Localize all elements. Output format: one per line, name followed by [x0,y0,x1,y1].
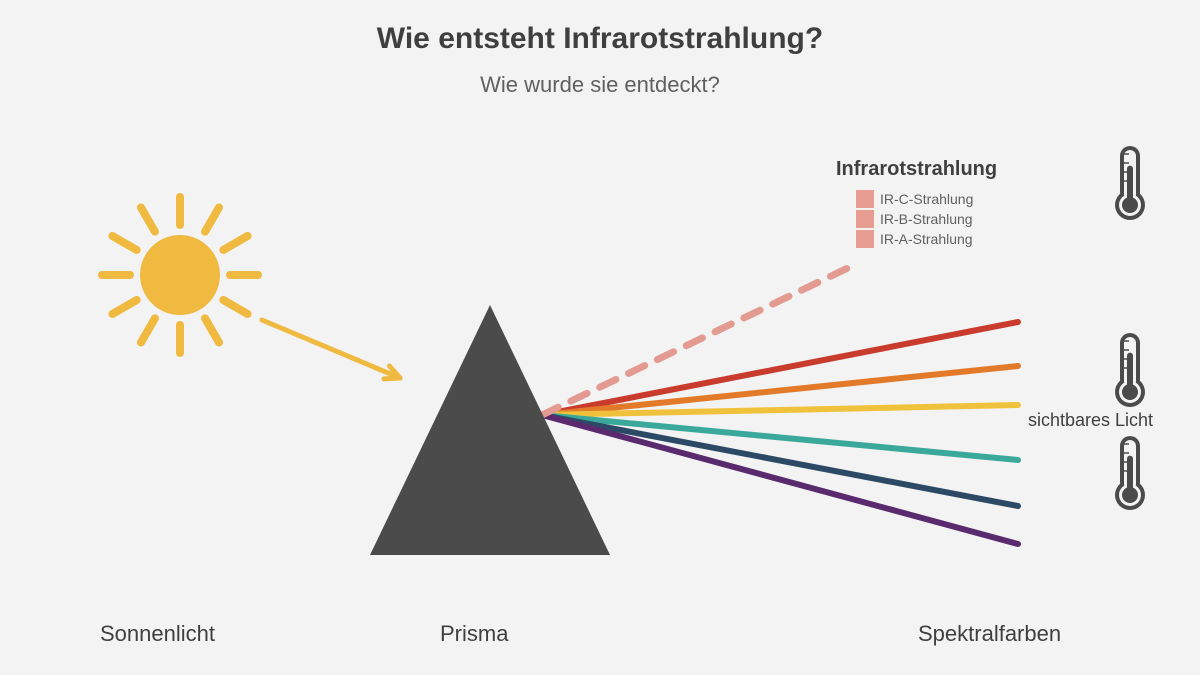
prism-icon [370,305,610,555]
legend-swatch [856,190,874,208]
visible-light-label: sichtbares Licht [1028,410,1153,431]
legend-swatch [856,210,874,228]
sun-icon [102,197,258,353]
legend-label: IR-B-Strahlung [880,211,973,227]
infrared-legend-item: IR-B-Strahlung [856,210,973,228]
label-sunlight-text: Sonnenlicht [100,621,215,646]
spectrum-rays [542,322,1018,544]
label-sunlight: Sonnenlicht [100,621,215,647]
diagram-svg [0,0,1200,675]
arrow-icon [262,320,400,379]
infrared-legend: IR-C-Strahlung IR-B-Strahlung IR-A-Strahlu… [856,190,973,250]
infrared-legend-item: IR-C-Strahlung [856,190,973,208]
infrared-legend-item: IR-A-Strahlung [856,230,973,248]
infographic-canvas: Wie entsteht Infrarotstrahlung? Wie wurd… [0,0,1200,675]
infrared-heading: Infrarotstrahlung [836,158,997,181]
visible-light-text: sichtbares Licht [1028,410,1153,430]
legend-label: IR-A-Strahlung [880,231,973,247]
legend-label: IR-C-Strahlung [880,191,973,207]
label-prism-text: Prisma [440,621,508,646]
label-prism: Prisma [440,621,508,647]
label-spectral-colors: Spektralfarben [918,621,1061,647]
legend-swatch [856,230,874,248]
thermometers [1115,146,1145,510]
infrared-heading-text: Infrarotstrahlung [836,158,997,180]
label-spectral-colors-text: Spektralfarben [918,621,1061,646]
infrared-ray [542,266,852,415]
